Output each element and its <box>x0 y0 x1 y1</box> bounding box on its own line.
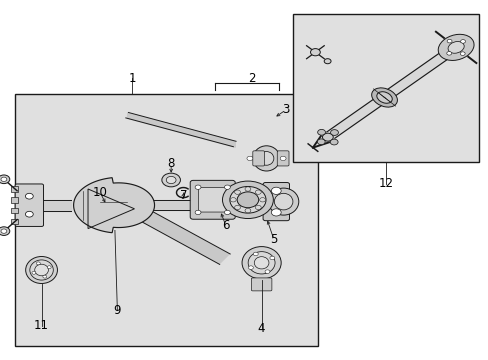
Circle shape <box>1 177 7 181</box>
Circle shape <box>271 209 281 216</box>
Polygon shape <box>326 50 450 138</box>
Circle shape <box>317 139 325 145</box>
Bar <box>293 14 478 162</box>
Circle shape <box>230 198 236 202</box>
Ellipse shape <box>437 34 473 60</box>
Ellipse shape <box>35 264 48 276</box>
Ellipse shape <box>242 247 281 279</box>
Ellipse shape <box>447 41 463 53</box>
Circle shape <box>446 39 451 43</box>
Ellipse shape <box>268 188 298 215</box>
Circle shape <box>234 205 240 210</box>
Circle shape <box>255 205 261 210</box>
Ellipse shape <box>166 176 176 184</box>
Circle shape <box>195 185 201 189</box>
FancyBboxPatch shape <box>198 188 226 212</box>
Circle shape <box>264 270 269 274</box>
Bar <box>11 208 18 213</box>
Ellipse shape <box>248 252 274 274</box>
Circle shape <box>255 190 261 194</box>
Text: 4: 4 <box>257 322 265 335</box>
Polygon shape <box>134 207 230 264</box>
Text: 1: 1 <box>128 72 136 85</box>
Circle shape <box>222 181 273 219</box>
Circle shape <box>310 49 320 56</box>
Polygon shape <box>74 178 154 233</box>
Text: 8: 8 <box>167 157 175 170</box>
Circle shape <box>446 51 451 55</box>
Circle shape <box>0 175 10 184</box>
Circle shape <box>224 210 230 215</box>
Circle shape <box>322 133 333 141</box>
Ellipse shape <box>259 152 273 165</box>
Circle shape <box>237 192 258 208</box>
Ellipse shape <box>274 193 292 210</box>
FancyBboxPatch shape <box>263 183 289 221</box>
Circle shape <box>253 252 258 256</box>
Circle shape <box>324 59 330 64</box>
Circle shape <box>244 208 250 213</box>
Circle shape <box>244 187 250 191</box>
Circle shape <box>269 256 274 260</box>
Circle shape <box>1 229 7 233</box>
Circle shape <box>460 40 465 43</box>
Circle shape <box>32 271 36 274</box>
Circle shape <box>43 275 47 278</box>
Circle shape <box>271 187 281 194</box>
Bar <box>15 94 317 346</box>
Text: 10: 10 <box>93 186 107 199</box>
Text: 5: 5 <box>269 233 277 246</box>
Text: 3: 3 <box>282 103 289 116</box>
Circle shape <box>229 186 265 213</box>
Ellipse shape <box>254 257 268 269</box>
Text: 11: 11 <box>34 319 49 332</box>
Circle shape <box>330 130 338 135</box>
Circle shape <box>36 262 40 265</box>
Circle shape <box>25 211 33 217</box>
Bar <box>11 186 18 192</box>
Circle shape <box>329 139 337 145</box>
Text: 2: 2 <box>247 72 255 85</box>
Circle shape <box>224 185 230 189</box>
FancyBboxPatch shape <box>277 151 288 166</box>
Circle shape <box>246 156 252 161</box>
FancyBboxPatch shape <box>251 278 271 291</box>
Circle shape <box>195 210 201 215</box>
Circle shape <box>259 198 265 202</box>
Ellipse shape <box>30 260 53 280</box>
Text: 6: 6 <box>222 219 229 232</box>
Text: 9: 9 <box>113 304 121 317</box>
Text: 7: 7 <box>179 189 187 202</box>
Circle shape <box>0 227 10 235</box>
Circle shape <box>459 52 464 55</box>
Text: 12: 12 <box>378 177 393 190</box>
Ellipse shape <box>376 92 391 103</box>
Circle shape <box>25 193 33 199</box>
FancyBboxPatch shape <box>252 151 264 166</box>
Ellipse shape <box>162 173 180 187</box>
Ellipse shape <box>371 88 397 107</box>
Circle shape <box>234 190 240 194</box>
FancyBboxPatch shape <box>15 184 43 226</box>
Circle shape <box>248 266 253 269</box>
Circle shape <box>317 129 325 135</box>
Ellipse shape <box>26 256 58 284</box>
Circle shape <box>47 266 51 269</box>
Ellipse shape <box>253 146 279 171</box>
FancyBboxPatch shape <box>190 180 235 219</box>
Circle shape <box>280 156 285 161</box>
Bar <box>11 219 18 224</box>
Bar <box>11 197 18 203</box>
